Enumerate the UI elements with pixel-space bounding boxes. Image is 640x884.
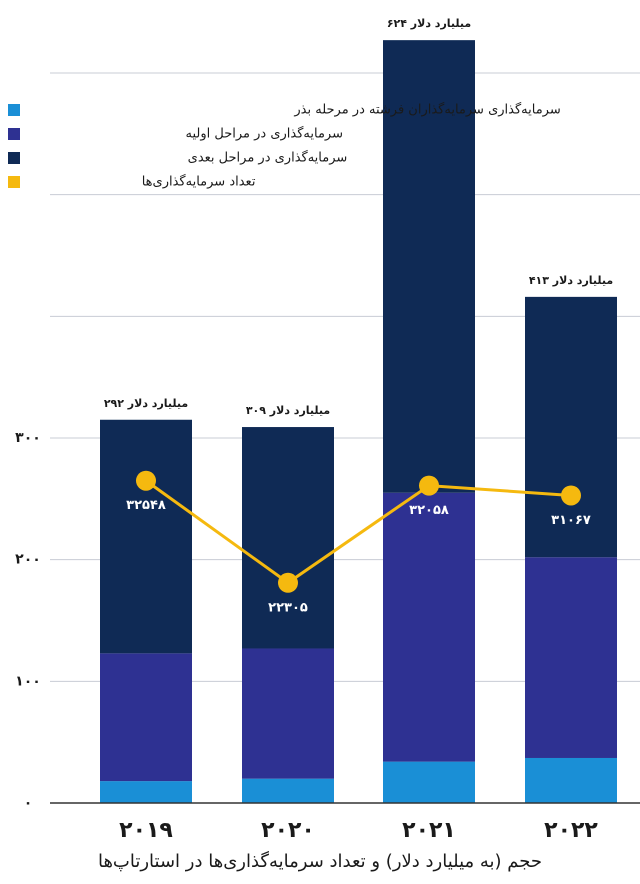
y-tick-label: ۲۰۰ — [15, 552, 41, 568]
y-tick-label: ۰ — [24, 795, 33, 811]
count-point — [278, 572, 298, 593]
bar-segment — [242, 778, 334, 803]
y-tick-label: ۱۰۰ — [15, 673, 41, 689]
legend-label: تعداد سرمایه‌گذاری‌ها — [142, 174, 256, 190]
total-label: ۳۰۹ میلیارد دلار — [246, 404, 330, 417]
total-label: ۲۹۲ میلیارد دلار — [104, 397, 188, 410]
count-label: ۳۱۰۶۷ — [551, 513, 591, 528]
count-label: ۳۲۵۴۸ — [126, 498, 166, 513]
bar-segment — [525, 557, 617, 758]
legend-label: سرمایه‌گذاری در مراحل اولیه — [186, 126, 344, 142]
legend-swatch — [8, 104, 20, 116]
x-tick-label: ۲۰۱۹ — [119, 818, 173, 843]
legend-label: سرمایه‌گذاری سرمایه‌گذاران فرشته در مرحل… — [293, 102, 560, 118]
bar-segment — [525, 757, 617, 803]
x-tick-label: ۲۰۲۲ — [544, 818, 598, 843]
total-label: ۴۱۳ میلیارد دلار — [529, 274, 613, 287]
legend-swatch — [8, 128, 20, 140]
bar-segment — [100, 653, 192, 782]
count-point — [136, 470, 156, 491]
count-point — [561, 485, 581, 506]
count-label: ۳۲۰۵۸ — [409, 503, 449, 518]
bar-segment — [242, 427, 334, 649]
bar-segment — [383, 40, 475, 493]
count-label: ۲۲۳۰۵ — [268, 600, 308, 615]
count-line — [145, 479, 572, 585]
legend-label: سرمایه‌گذاری در مراحل بعدی — [188, 150, 348, 166]
bar-segment — [242, 648, 334, 779]
bar-segment — [383, 761, 475, 803]
bar-segment — [383, 492, 475, 762]
bar-segment — [525, 296, 617, 558]
legend-swatch — [8, 176, 20, 188]
bar-segment — [100, 781, 192, 803]
x-tick-label: ۲۰۲۱ — [402, 818, 456, 843]
x-axis-title: حجم (به میلیارد دلار) و تعداد سرمایه‌گذا… — [98, 850, 542, 872]
count-point — [419, 475, 439, 496]
legend-swatch — [8, 152, 20, 164]
total-label: ۶۲۴ میلیارد دلار — [387, 17, 471, 30]
bar-segment — [100, 419, 192, 654]
x-tick-label: ۲۰۲۰ — [261, 818, 315, 843]
y-tick-label: ۳۰۰ — [15, 430, 41, 446]
